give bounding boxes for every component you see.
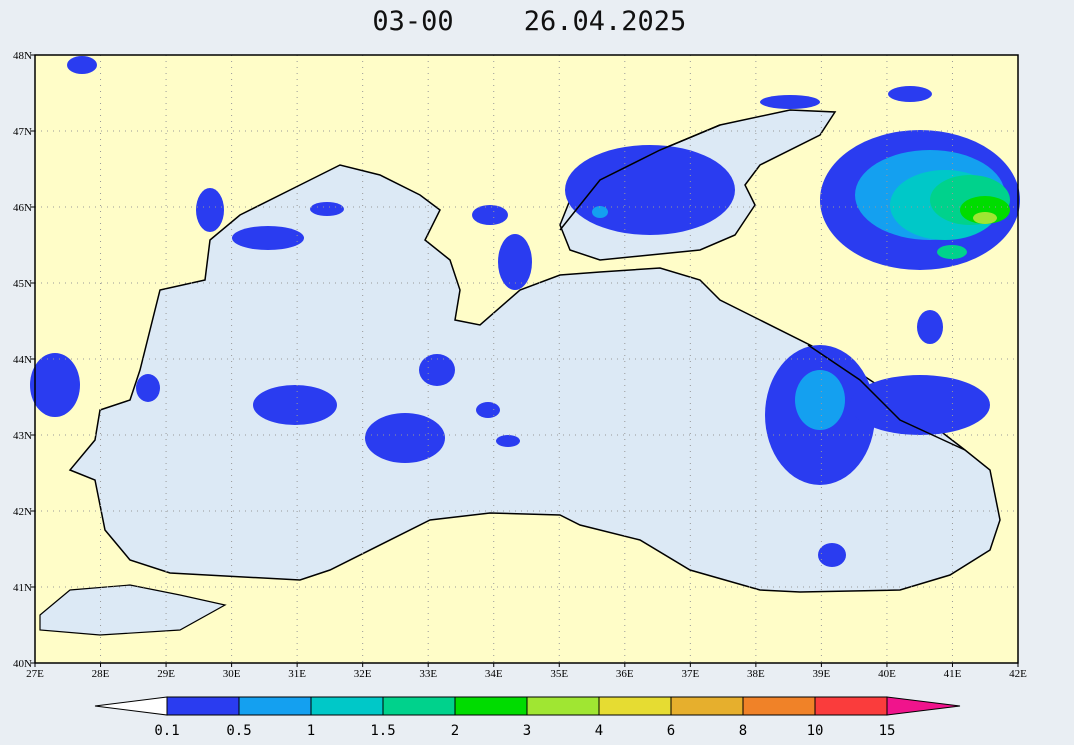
lat-label: 42N (13, 506, 32, 518)
colorbar-label: 3 (523, 723, 531, 739)
lat-label: 40N (13, 658, 32, 670)
colorbar-label: 1.5 (370, 723, 395, 739)
map-time: 03-00 (372, 6, 453, 37)
lat-label: 43N (13, 430, 32, 442)
colorbar-label: 0.5 (226, 723, 251, 739)
colorbar-box (670, 696, 744, 716)
colorbar-label: 4 (595, 723, 603, 739)
lon-label: 37E (681, 668, 699, 680)
colorbar-under (94, 696, 168, 716)
black-sea (68, 164, 1001, 593)
lon-label: 39E (813, 668, 831, 680)
colorbar-box (814, 696, 888, 716)
lat-label: 46N (13, 202, 32, 214)
lat-label: 48N (13, 50, 32, 62)
lon-label: 38E (747, 668, 765, 680)
colorbar-label: 1 (307, 723, 315, 739)
lat-label: 44N (13, 354, 32, 366)
precipitation-high (592, 150, 1010, 430)
colorbar-label: 15 (879, 723, 896, 739)
lon-label: 32E (354, 668, 372, 680)
colorbar-label: 10 (807, 723, 824, 739)
lon-label: 33E (419, 668, 437, 680)
lon-label: 31E (288, 668, 306, 680)
colorbar-box (742, 696, 816, 716)
lon-label: 40E (878, 668, 896, 680)
lon-label: 35E (550, 668, 568, 680)
lon-label: 28E (92, 668, 110, 680)
lat-label: 41N (13, 582, 32, 594)
colorbar-box (382, 696, 456, 716)
colorbar-label: 0.1 (154, 723, 179, 739)
lon-label: 29E (157, 668, 175, 680)
lon-label: 42E (1009, 668, 1027, 680)
colorbar-box (310, 696, 384, 716)
colorbar-label: 8 (739, 723, 747, 739)
sea-of-marmara (39, 584, 227, 636)
border (559, 124, 966, 451)
colorbar-label: 2 (451, 723, 459, 739)
lon-label: 30E (223, 668, 241, 680)
lon-label: 34E (485, 668, 503, 680)
colorbar-box (166, 696, 240, 716)
colorbar-box (238, 696, 312, 716)
colorbar: 0.1 0.5 1 1.5 2 3 4 6 8 10 15 (94, 696, 961, 739)
lat-label: 47N (13, 126, 32, 138)
map-area (30, 54, 1020, 664)
map-date: 26.04.2025 (524, 6, 687, 37)
lon-label: 27E (26, 668, 44, 680)
lon-label: 36E (616, 668, 634, 680)
colorbar-label: 6 (667, 723, 675, 739)
colorbar-box (526, 696, 600, 716)
lon-label: 41E (944, 668, 962, 680)
colorbar-box (454, 696, 528, 716)
colorbar-box (598, 696, 672, 716)
lat-label: 45N (13, 278, 32, 290)
colorbar-over (886, 696, 961, 716)
